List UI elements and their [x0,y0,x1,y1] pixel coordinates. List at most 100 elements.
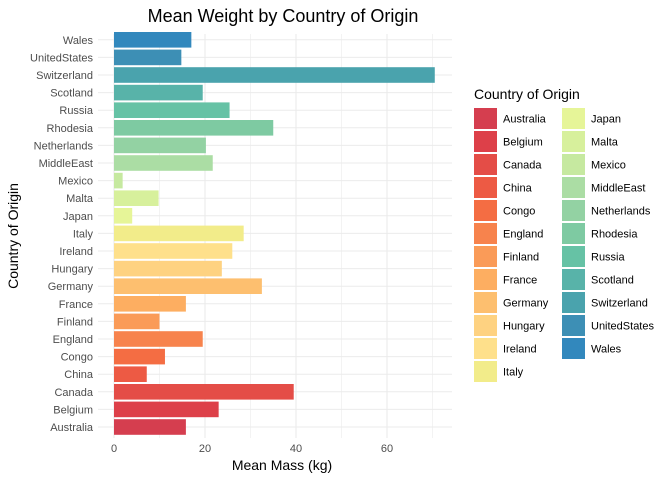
legend-key-belgium [474,131,497,152]
bar-australia [114,419,186,435]
legend-key-malta [562,131,585,152]
legend-label: Australia [503,114,547,126]
y-tick-labels: Australia Belgium Canada China Congo England F… [30,35,94,434]
bar-mexico [114,172,123,189]
legend-label: Wales [591,344,622,356]
legend-key-unitedstates [562,315,585,336]
bar-belgium [114,401,219,418]
bar-rhodesia [114,120,274,136]
legend-label: UnitedStates [591,321,654,333]
legend-label: France [503,275,537,287]
y-tick-label: UnitedStates [30,52,93,64]
bar-ireland [114,243,233,259]
bar-hungary [114,260,222,277]
bar-finland [114,313,160,330]
legend-label: Rhodesia [591,229,638,241]
legend-label: MiddleEast [591,183,645,195]
legend-label: Hungary [503,321,545,333]
legend-key-congo [474,200,497,221]
legend-key-france [474,269,497,290]
bar-scotland [114,84,203,101]
y-tick-label: Wales [63,35,94,47]
y-tick-label: Hungary [51,264,93,276]
y-tick-label: Canada [54,387,93,399]
bar-china [114,366,147,382]
y-tick-label: Germany [48,281,94,293]
legend-label: Germany [503,298,549,310]
bar-russia [114,102,230,118]
bar-germany [114,278,262,294]
y-axis-title: Country of Origin [5,183,21,289]
legend-key-italy [474,361,497,382]
legend-label: Finland [503,252,539,264]
x-tick-label: 40 [290,443,302,455]
y-tick-label: England [53,334,93,346]
legend-label: Switzerland [591,298,648,310]
bars [114,32,435,435]
legend-label: Canada [503,160,542,172]
legend-label: Japan [591,114,621,126]
y-tick-label: China [64,369,94,381]
legend-key-china [474,177,497,198]
bar-congo [114,348,165,365]
legend-key-netherlands [562,200,585,221]
bar-switzerland [114,67,435,83]
legend: Country of Origin Australia Belgium Canada… [474,86,654,382]
legend-label: Ireland [503,344,537,356]
y-tick-label: France [59,299,93,311]
legend-label: Belgium [503,137,543,149]
bar-france [114,296,186,312]
bar-italy [114,225,244,242]
legend-key-ireland [474,338,497,359]
legend-title: Country of Origin [474,86,580,102]
y-tick-label: Switzerland [36,70,93,82]
y-tick-label: Belgium [53,404,93,416]
y-tick-label: Finland [57,316,93,328]
legend-label: Italy [503,367,524,379]
y-tick-label: Ireland [59,246,93,258]
y-tick-label: Russia [59,105,94,117]
y-tick-label: Netherlands [34,140,94,152]
bar-netherlands [114,137,206,154]
y-tick-label: Congo [61,352,93,364]
legend-key-mexico [562,154,585,175]
legend-label: Congo [503,206,535,218]
y-tick-label: Australia [50,422,94,434]
legend-key-switzerland [562,292,585,313]
chart-title: Mean Weight by Country of Origin [148,6,419,26]
legend-key-hungary [474,315,497,336]
bar-wales [114,32,192,48]
legend-label: England [503,229,543,241]
legend-key-australia [474,108,497,129]
y-tick-label: Rhodesia [47,123,94,135]
y-tick-label: Japan [63,211,93,223]
bar-canada [114,384,294,400]
x-axis-title: Mean Mass (kg) [232,457,332,473]
y-tick-label: Malta [66,193,94,205]
legend-key-germany [474,292,497,313]
legend-key-finland [474,246,497,267]
legend-label: Scotland [591,275,634,287]
legend-key-middleeast [562,177,585,198]
legend-key-canada [474,154,497,175]
legend-label: China [503,183,533,195]
bar-japan [114,208,133,224]
legend-label: Mexico [591,160,626,172]
legend-key-japan [562,108,585,129]
legend-key-russia [562,246,585,267]
legend-label: Russia [591,252,626,264]
bar-malta [114,190,159,206]
legend-key-wales [562,338,585,359]
legend-key-rhodesia [562,223,585,244]
legend-key-england [474,223,497,244]
legend-label: Netherlands [591,206,651,218]
y-tick-label: Italy [73,228,94,240]
bar-middleeast [114,155,213,171]
x-tick-label: 60 [381,443,393,455]
legend-key-scotland [562,269,585,290]
y-tick-label: MiddleEast [39,158,93,170]
y-tick-label: Mexico [58,176,93,188]
legend-label: Malta [591,137,619,149]
bar-england [114,331,203,347]
x-tick-label: 20 [199,443,211,455]
